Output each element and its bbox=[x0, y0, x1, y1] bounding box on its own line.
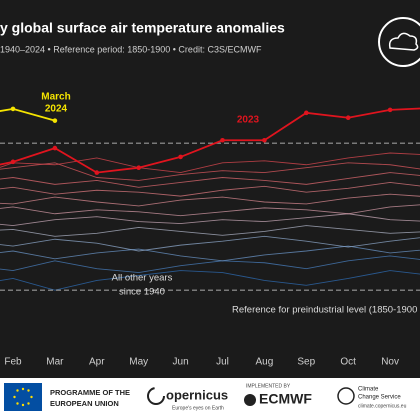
line bbox=[0, 181, 420, 197]
annotation: 2024 bbox=[45, 104, 68, 115]
point bbox=[387, 107, 393, 113]
point bbox=[136, 165, 141, 170]
x-tick-label: Sep bbox=[297, 357, 315, 368]
x-tick-label: Aug bbox=[256, 357, 274, 368]
x-tick-label: Nov bbox=[381, 357, 399, 368]
logo-icon bbox=[378, 17, 420, 67]
footer bbox=[0, 378, 420, 420]
line bbox=[0, 107, 420, 174]
chart-title: y global surface air temperature anomali… bbox=[0, 20, 285, 36]
annotation: since 1940 bbox=[119, 287, 165, 298]
x-tick-label: Oct bbox=[340, 357, 356, 368]
point bbox=[10, 106, 16, 112]
c3s-logo bbox=[337, 387, 355, 405]
point bbox=[52, 118, 58, 123]
point bbox=[304, 110, 309, 116]
c3s-text: Climate bbox=[358, 387, 379, 393]
line bbox=[0, 204, 420, 217]
eu-text: PROGRAMME OF THE bbox=[50, 388, 130, 397]
annotation: March bbox=[41, 92, 70, 103]
copernicus-text: opernicus bbox=[166, 387, 228, 402]
line bbox=[0, 225, 420, 237]
point bbox=[10, 159, 16, 165]
line bbox=[0, 193, 420, 207]
x-tick-label: Feb bbox=[4, 357, 22, 368]
line bbox=[0, 172, 420, 188]
x-tick-label: Jul bbox=[216, 357, 229, 368]
point bbox=[345, 115, 351, 121]
x-tick-label: May bbox=[129, 357, 148, 368]
background bbox=[0, 0, 420, 378]
annotation: Reference for preindustrial level (1850-… bbox=[232, 305, 417, 316]
point bbox=[220, 137, 225, 143]
line bbox=[0, 245, 420, 262]
implemented-text: IMPLEMENTED BY bbox=[246, 383, 291, 389]
line bbox=[0, 162, 420, 181]
c3s-text: Change Service bbox=[358, 395, 401, 401]
x-tick-label: Jun bbox=[173, 357, 189, 368]
ecmwf-logo bbox=[244, 394, 256, 406]
eu-flag bbox=[4, 383, 42, 411]
copernicus-tagline: Europe's eyes on Earth bbox=[172, 405, 224, 411]
point bbox=[178, 154, 183, 160]
x-tick-label: Apr bbox=[89, 357, 105, 368]
line bbox=[0, 270, 420, 291]
point bbox=[262, 137, 267, 143]
line bbox=[0, 255, 420, 274]
point bbox=[94, 170, 100, 175]
ecmwf-text: ECMWF bbox=[259, 391, 312, 407]
point bbox=[52, 145, 58, 151]
eu-text: EUROPEAN UNION bbox=[50, 399, 119, 408]
eu-stars bbox=[13, 387, 33, 407]
line bbox=[0, 213, 420, 226]
annotation: All other years bbox=[112, 273, 173, 284]
line bbox=[0, 152, 420, 174]
annotation: 2023 bbox=[237, 115, 260, 126]
c3s-url: climate.copernicus.eu bbox=[358, 403, 407, 409]
line bbox=[0, 235, 420, 252]
copernicus-logo bbox=[147, 387, 165, 405]
x-tick-label: Mar bbox=[46, 357, 64, 368]
chart-subtitle: 1940–2024 • Reference period: 1850-1900 … bbox=[0, 44, 262, 54]
